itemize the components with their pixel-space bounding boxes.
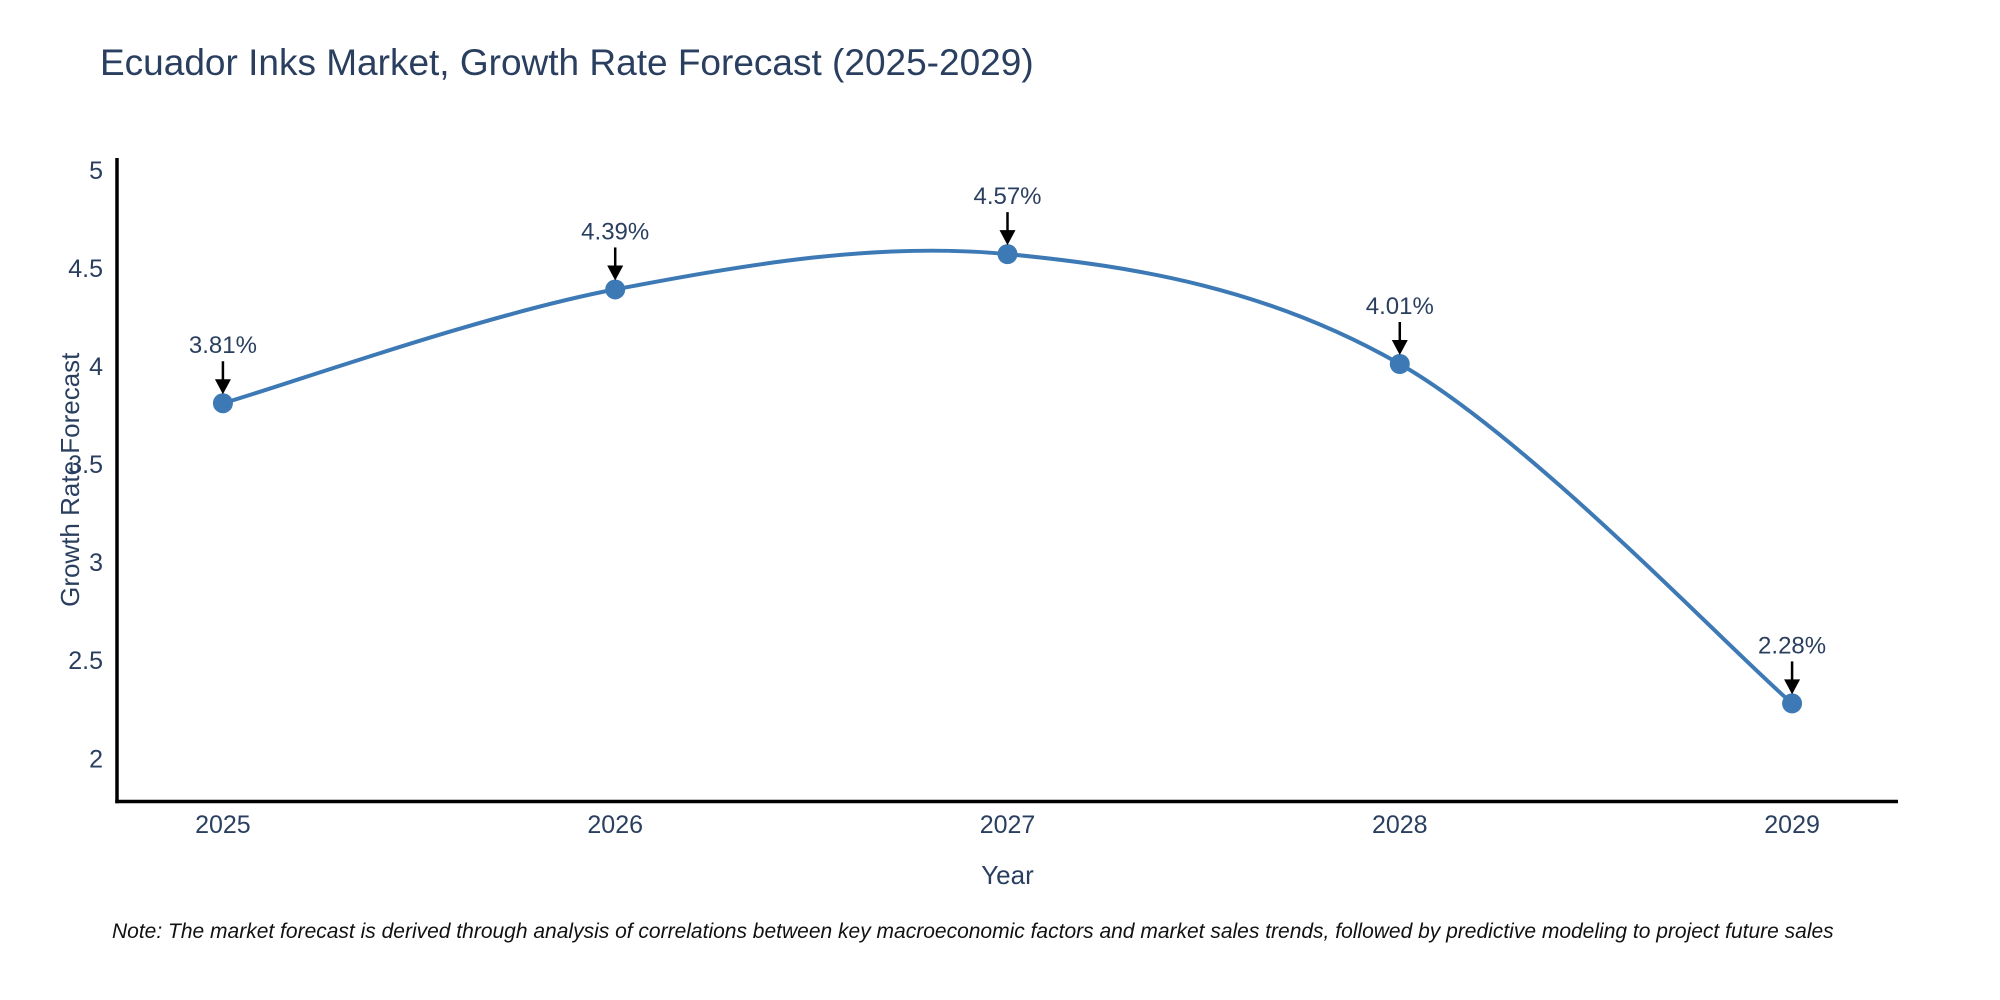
annotation-arrowhead-icon bbox=[1391, 339, 1408, 355]
y-tick-label: 4 bbox=[89, 353, 103, 381]
annotation-arrowhead-icon bbox=[214, 379, 231, 395]
x-tick-label: 2029 bbox=[1764, 811, 1820, 839]
chart-title: Ecuador Inks Market, Growth Rate Forecas… bbox=[100, 42, 1034, 83]
data-point-label: 4.57% bbox=[973, 183, 1041, 210]
y-tick-label: 3 bbox=[89, 549, 103, 577]
data-point-marker bbox=[212, 393, 233, 414]
data-point-label: 3.81% bbox=[189, 332, 257, 359]
data-point-marker bbox=[997, 244, 1018, 265]
annotation-arrowhead-icon bbox=[1784, 679, 1801, 695]
data-point-marker bbox=[605, 279, 626, 300]
data-point-label: 4.01% bbox=[1366, 293, 1434, 320]
x-tick-label: 2027 bbox=[980, 811, 1036, 839]
data-point-marker bbox=[1389, 353, 1410, 374]
x-tick-label: 2026 bbox=[587, 811, 643, 839]
x-axis-title: Year bbox=[981, 860, 1034, 890]
y-tick-label: 3.5 bbox=[68, 451, 103, 479]
forecast-line bbox=[220, 248, 1795, 706]
y-tick-label: 2 bbox=[89, 745, 103, 773]
x-tick-label: 2025 bbox=[195, 811, 251, 839]
data-point-marker bbox=[1782, 693, 1803, 714]
data-point-label: 4.39% bbox=[581, 218, 649, 245]
y-tick-label: 5 bbox=[89, 157, 103, 185]
data-point-label: 2.28% bbox=[1758, 632, 1826, 659]
x-tick-label: 2028 bbox=[1372, 811, 1428, 839]
annotation-arrowhead-icon bbox=[999, 230, 1016, 246]
footnote: Note: The market forecast is derived thr… bbox=[112, 920, 1834, 943]
y-tick-label: 4.5 bbox=[68, 255, 103, 283]
y-axis-title: Growth Rate Forecast bbox=[55, 352, 85, 607]
y-tick-label: 2.5 bbox=[68, 647, 103, 675]
annotation-arrowhead-icon bbox=[607, 265, 624, 281]
